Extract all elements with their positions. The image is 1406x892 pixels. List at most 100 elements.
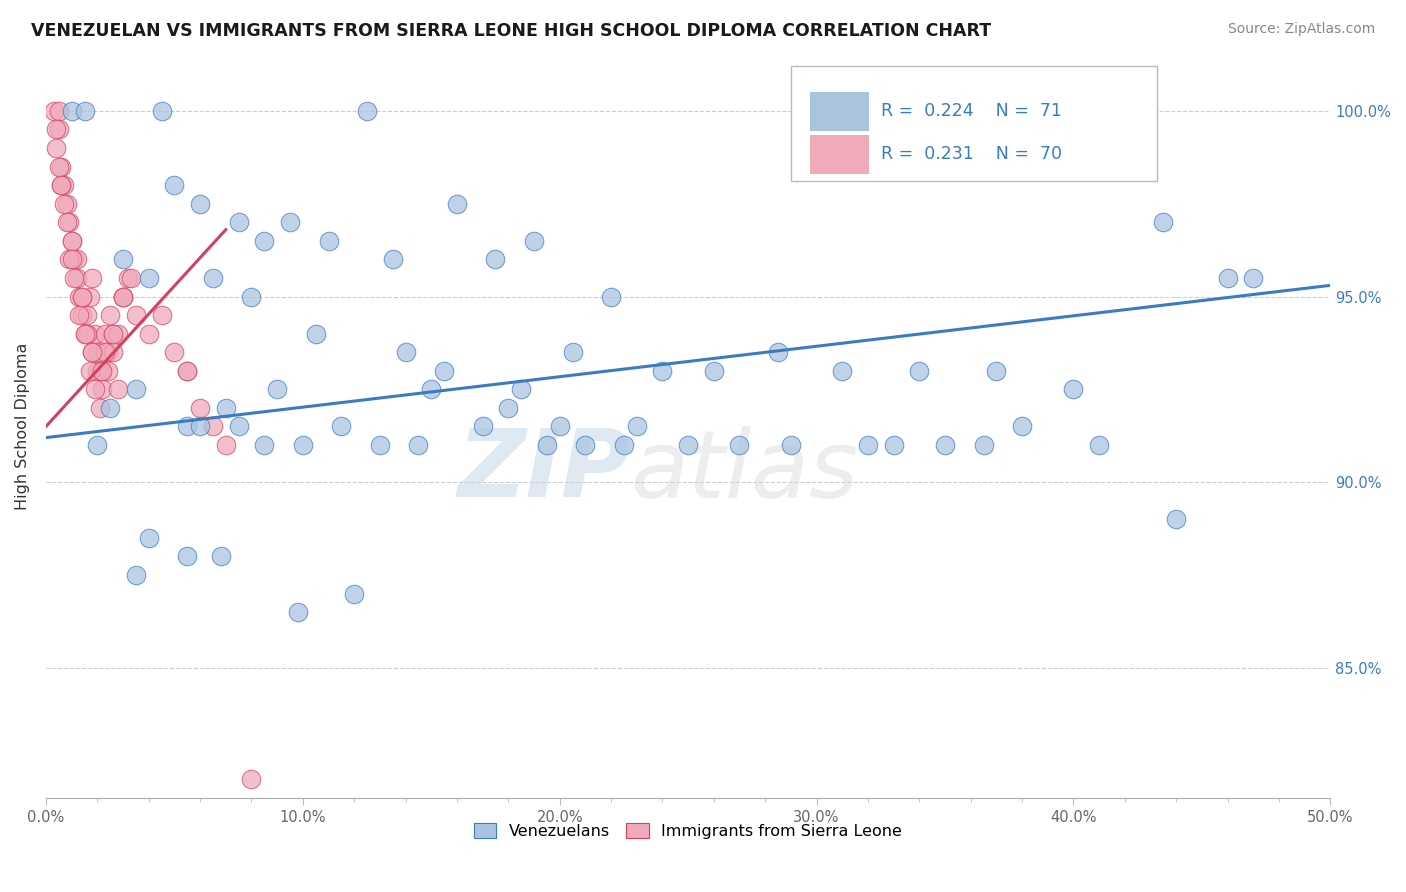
Point <box>112 289 135 303</box>
Point <box>1216 271 1239 285</box>
Point <box>330 419 353 434</box>
Point <box>63 271 86 285</box>
Point <box>600 289 623 303</box>
Point <box>318 234 340 248</box>
Point <box>70 289 93 303</box>
Point <box>101 345 124 359</box>
Point <box>1241 271 1264 285</box>
Point <box>471 419 494 434</box>
Y-axis label: High School Diploma: High School Diploma <box>15 343 30 510</box>
Point <box>67 289 90 303</box>
Point <box>856 438 879 452</box>
Text: atlas: atlas <box>630 425 859 516</box>
Point <box>48 160 70 174</box>
Point <box>76 326 98 341</box>
Point <box>70 308 93 322</box>
FancyBboxPatch shape <box>810 93 869 131</box>
Point <box>626 419 648 434</box>
Point <box>55 196 77 211</box>
Point <box>51 178 73 193</box>
Point <box>83 326 105 341</box>
Point <box>561 345 583 359</box>
Point <box>510 382 533 396</box>
Point <box>79 364 101 378</box>
Point <box>107 326 129 341</box>
Point <box>368 438 391 452</box>
Point <box>82 345 104 359</box>
Point <box>138 271 160 285</box>
Point <box>150 103 173 118</box>
Point <box>228 419 250 434</box>
Point <box>52 196 75 211</box>
Point <box>728 438 751 452</box>
Point <box>60 234 83 248</box>
Point <box>66 252 89 267</box>
Point <box>70 289 93 303</box>
Point <box>89 401 111 415</box>
Point <box>101 326 124 341</box>
Point <box>120 271 142 285</box>
Point <box>253 234 276 248</box>
Point <box>91 364 114 378</box>
Point <box>42 103 65 118</box>
Point <box>176 419 198 434</box>
Point <box>112 289 135 303</box>
Text: Source: ZipAtlas.com: Source: ZipAtlas.com <box>1227 22 1375 37</box>
Point <box>676 438 699 452</box>
Point <box>55 215 77 229</box>
Point <box>201 419 224 434</box>
Point <box>209 549 232 564</box>
Point <box>1011 419 1033 434</box>
Point <box>228 215 250 229</box>
Point <box>117 271 139 285</box>
Point <box>150 308 173 322</box>
Point <box>67 308 90 322</box>
Point <box>408 438 430 452</box>
Point <box>498 401 520 415</box>
Point <box>420 382 443 396</box>
Point <box>1088 438 1111 452</box>
Point <box>125 568 148 582</box>
Point <box>240 289 263 303</box>
Point <box>651 364 673 378</box>
Point <box>176 364 198 378</box>
Point <box>83 382 105 396</box>
Point <box>125 308 148 322</box>
Point <box>163 345 186 359</box>
Point <box>176 364 198 378</box>
Point <box>60 252 83 267</box>
Point <box>97 364 120 378</box>
Point <box>215 438 238 452</box>
Point <box>52 178 75 193</box>
Point <box>253 438 276 452</box>
Point <box>94 345 117 359</box>
Text: VENEZUELAN VS IMMIGRANTS FROM SIERRA LEONE HIGH SCHOOL DIPLOMA CORRELATION CHART: VENEZUELAN VS IMMIGRANTS FROM SIERRA LEO… <box>31 22 991 40</box>
Point <box>536 438 558 452</box>
Point <box>908 364 931 378</box>
Point <box>60 103 83 118</box>
Point <box>1062 382 1084 396</box>
Legend: Venezuelans, Immigrants from Sierra Leone: Venezuelans, Immigrants from Sierra Leon… <box>468 817 908 846</box>
Point <box>91 364 114 378</box>
Point <box>60 234 83 248</box>
Point <box>613 438 636 452</box>
Point <box>986 364 1008 378</box>
FancyBboxPatch shape <box>790 66 1157 181</box>
Point <box>51 160 73 174</box>
Point <box>107 382 129 396</box>
Point <box>883 438 905 452</box>
Point <box>73 103 96 118</box>
Point <box>287 605 309 619</box>
Point <box>163 178 186 193</box>
Text: R =  0.231    N =  70: R = 0.231 N = 70 <box>880 145 1062 163</box>
Point <box>73 326 96 341</box>
Point <box>112 252 135 267</box>
Point <box>51 178 73 193</box>
Point <box>548 419 571 434</box>
Point <box>98 401 121 415</box>
Text: ZIP: ZIP <box>457 425 630 517</box>
Point <box>97 345 120 359</box>
Point <box>305 326 328 341</box>
Point <box>779 438 801 452</box>
Point <box>278 215 301 229</box>
